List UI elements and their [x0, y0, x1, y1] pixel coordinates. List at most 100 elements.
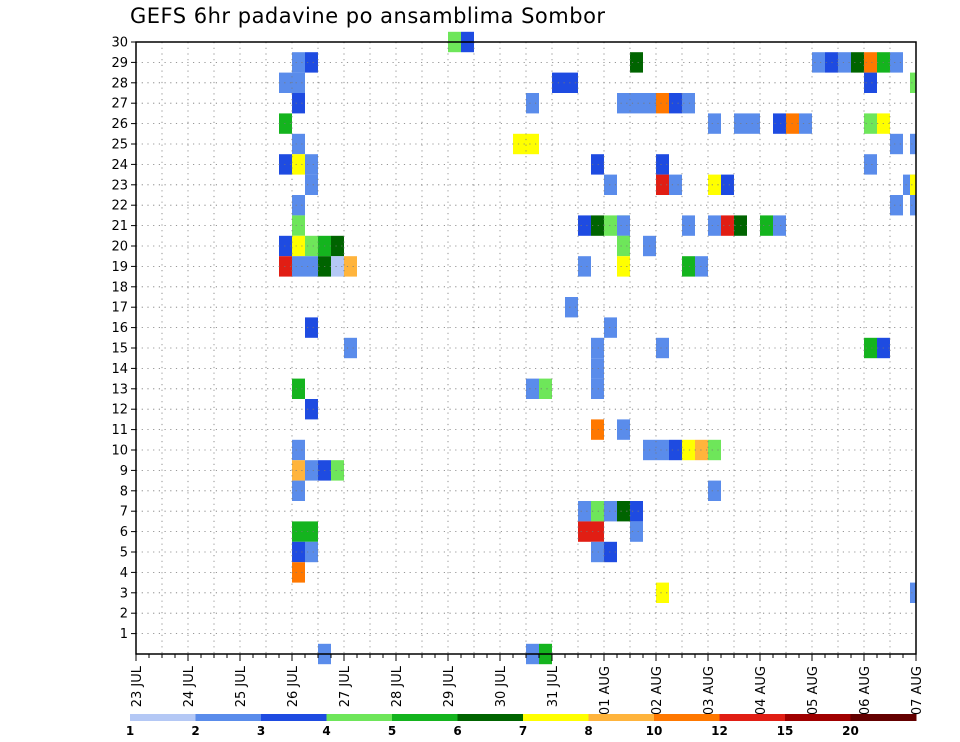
heatmap-cell: [305, 399, 318, 420]
heatmap-cell: [591, 358, 604, 379]
heatmap-cell: [708, 215, 721, 236]
y-tick-label: 16: [111, 321, 128, 336]
heatmap-cell: [305, 460, 318, 481]
heatmap-cell: [331, 460, 344, 481]
heatmap-cell: [292, 72, 305, 93]
heatmap-cell: [773, 215, 786, 236]
colorbar-label: 6: [453, 724, 461, 738]
heatmap-cell: [890, 195, 903, 216]
heatmap-cell: [864, 113, 877, 134]
y-tick-label: 25: [111, 138, 128, 153]
heatmap-cell: [812, 52, 825, 73]
heatmap-cell: [292, 195, 305, 216]
chart-title: GEFS 6hr padavine po ansamblima Sombor: [130, 4, 606, 28]
heatmap-cell: [656, 582, 669, 603]
heatmap-cell: [578, 501, 591, 522]
heatmap-cell: [305, 541, 318, 563]
heatmap-cell: [910, 72, 916, 93]
x-tick-label: 27 JUL: [338, 665, 353, 707]
y-tick-label: 28: [111, 76, 128, 91]
heatmap-cell: [864, 337, 877, 359]
heatmap-cell: [617, 419, 630, 440]
heatmap-cell: [526, 378, 539, 399]
heatmap-cell: [604, 215, 617, 236]
y-tick-label: 24: [111, 158, 128, 173]
heatmap-cell: [578, 521, 591, 542]
colorbar-label: 7: [519, 724, 527, 738]
heatmap-cell: [760, 215, 773, 236]
heatmap-cell: [292, 460, 305, 481]
heatmap-cell: [591, 501, 604, 522]
grid-lines: [136, 41, 916, 654]
heatmap-cell: [682, 215, 695, 236]
heatmap-cell: [838, 52, 851, 73]
heatmap-cell: [910, 582, 916, 603]
heatmap-cell: [591, 378, 604, 399]
heatmap-cell: [682, 439, 695, 461]
heatmap-cell: [617, 501, 630, 522]
y-tick-label: 3: [120, 586, 128, 601]
heatmap-cell: [292, 378, 305, 399]
heatmap-cell: [656, 93, 669, 114]
y-tick-label: 2: [120, 607, 128, 622]
heatmap-cell: [890, 52, 903, 73]
heatmap-cell: [617, 93, 630, 114]
colorbar-swatch: [785, 714, 851, 721]
heatmap-cell: [864, 154, 877, 175]
heatmap-cell: [526, 93, 539, 114]
colorbar-label: 12: [711, 724, 728, 738]
heatmap-cell: [344, 256, 357, 277]
heatmap-cell: [591, 215, 604, 236]
heatmap-cell: [279, 72, 292, 93]
heatmap-cell: [851, 52, 864, 73]
colorbar-swatch: [654, 714, 720, 721]
heatmap-cell: [539, 378, 552, 399]
heatmap-cell: [331, 256, 344, 277]
heatmap-cell: [305, 154, 318, 175]
heatmap-cells: [279, 31, 916, 665]
x-tick-label: 04 AUG: [754, 666, 769, 715]
colorbar-swatch: [850, 714, 917, 721]
y-tick-label: 17: [111, 301, 128, 316]
heatmap-cell: [591, 541, 604, 563]
x-tick-label: 06 AUG: [858, 666, 873, 715]
heatmap-cell: [305, 52, 318, 73]
heatmap-cell: [708, 174, 721, 195]
heatmap-cell: [708, 480, 721, 501]
heatmap-cell: [604, 174, 617, 195]
heatmap-cell: [708, 439, 721, 461]
y-tick-label: 12: [111, 403, 128, 418]
y-tick-label: 6: [120, 525, 128, 540]
y-tick-label: 23: [111, 178, 128, 193]
x-tick-label: 23 JUL: [130, 665, 145, 707]
colorbar-label: 2: [191, 724, 199, 738]
y-tick-label: 5: [120, 546, 128, 561]
colorbar-label: 5: [388, 724, 396, 738]
heatmap-cell: [910, 133, 916, 155]
y-tick-label: 8: [120, 484, 128, 499]
heatmap-cell: [344, 337, 357, 359]
y-tick-label: 7: [120, 505, 128, 520]
x-tick-label: 02 AUG: [650, 666, 665, 715]
x-tick-label: 26 JUL: [286, 665, 301, 707]
colorbar-swatch: [261, 714, 327, 721]
heatmap-cell: [708, 113, 721, 134]
x-axis: 23 JUL 24 JUL 25 JUL 26 JUL 27 JUL 28 JUL 29 J…: [130, 654, 925, 715]
y-tick-label: 15: [111, 342, 128, 357]
colorbar-swatch: [719, 714, 786, 721]
heatmap-cell: [279, 235, 292, 257]
y-tick-label: 9: [120, 464, 128, 479]
heatmap-cell: [604, 317, 617, 338]
heatmap-cell: [617, 215, 630, 236]
y-tick-label: 11: [111, 423, 128, 438]
heatmap-cell: [292, 215, 305, 236]
y-tick-label: 30: [111, 36, 128, 51]
heatmap-cell: [591, 154, 604, 175]
heatmap-cell: [910, 195, 916, 216]
heatmap-cell: [799, 113, 812, 134]
heatmap-cell: [682, 93, 695, 114]
heatmap-cell: [630, 501, 643, 522]
x-tick-label: 28 JUL: [390, 665, 405, 707]
heatmap-cell: [565, 72, 578, 93]
